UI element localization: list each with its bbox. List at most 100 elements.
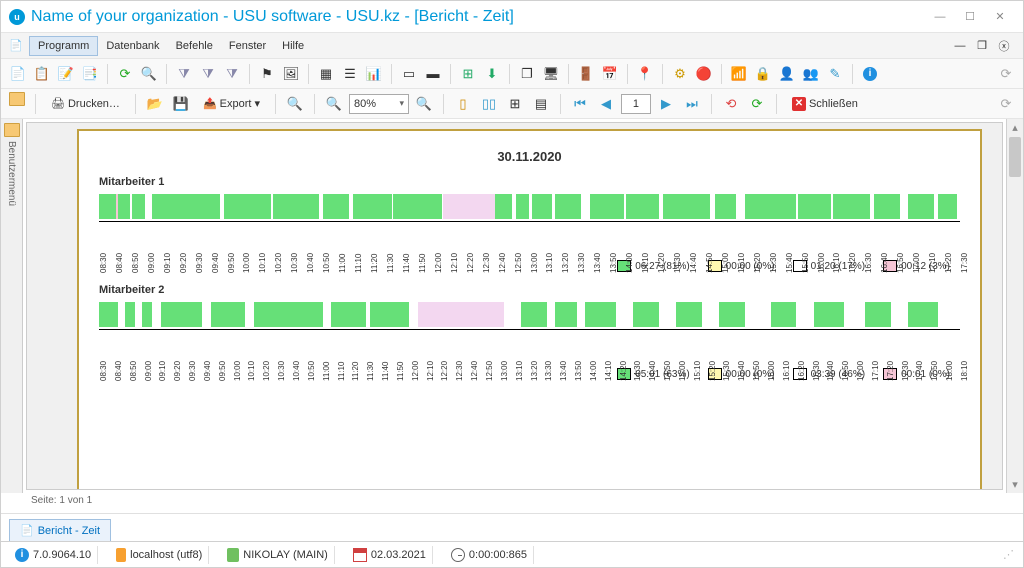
tb-run-icon[interactable]: ▭ (398, 63, 420, 85)
tb-export-icon[interactable]: ⬇ (481, 63, 503, 85)
clock-icon (451, 548, 465, 562)
tb-exit-icon[interactable]: 🚪 (575, 63, 597, 85)
tb-list-icon[interactable]: ☰ (339, 63, 361, 85)
menu-report-icon[interactable]: 📄 (7, 37, 25, 55)
menu-fenster[interactable]: Fenster (221, 37, 274, 55)
segment (626, 194, 659, 219)
mdi-minimize-button[interactable]: — (951, 37, 969, 55)
page-input[interactable]: 1 (621, 94, 651, 114)
segment (590, 194, 624, 219)
open-folder-icon[interactable]: 📂 (144, 93, 166, 115)
tb-search-icon[interactable]: 🔍 (138, 63, 160, 85)
segment (125, 302, 135, 327)
multi-page-icon[interactable]: ⊞ (504, 93, 526, 115)
folder-icon[interactable] (9, 92, 25, 106)
tb-window-icon[interactable]: ❐ (516, 63, 538, 85)
tb-filter2-icon[interactable]: ⧩ (197, 63, 219, 85)
segment (161, 302, 202, 327)
tb-flag-icon[interactable]: ⚑ (256, 63, 278, 85)
close-button[interactable]: ✕ (985, 7, 1015, 27)
tb-pin-icon[interactable]: 📍 (634, 63, 656, 85)
export-label: Export (220, 98, 252, 110)
segment (495, 194, 512, 219)
page-layout-icon[interactable]: ▯ (452, 93, 474, 115)
tb-color-icon[interactable]: 🔴 (693, 63, 715, 85)
menubar: 📄 ProgrammDatenbankBefehleFensterHilfe —… (1, 33, 1023, 59)
zoom-fit-icon[interactable]: 🔍 (284, 93, 306, 115)
vertical-scrollbar[interactable]: ▴ ▾ (1006, 119, 1023, 493)
tb-open-icon[interactable]: 📋 (31, 63, 53, 85)
redo-icon[interactable]: ⟳ (746, 93, 768, 115)
time-axis: 08:3008:4008:5009:0009:1009:2009:3009:40… (99, 332, 960, 362)
segment (393, 194, 441, 219)
tb-user-icon[interactable]: 👤 (776, 63, 798, 85)
tb-wand-icon[interactable]: ✎ (824, 63, 846, 85)
scroll-up-icon[interactable]: ▴ (1007, 119, 1023, 136)
segment (532, 194, 552, 219)
tb-screen-icon[interactable]: 🖥 (540, 63, 562, 85)
tb-detail-icon[interactable]: 📊 (363, 63, 385, 85)
two-page-icon[interactable]: ▯▯ (478, 93, 500, 115)
menu-programm[interactable]: Programm (29, 36, 98, 56)
menu-hilfe[interactable]: Hilfe (274, 37, 312, 55)
employee-label: Mitarbeiter 2 (99, 284, 960, 296)
tb-filter-icon[interactable]: ⧩ (173, 63, 195, 85)
zoom-in-icon[interactable]: 🔍 (323, 93, 345, 115)
prev-page-icon[interactable]: ◀ (595, 93, 617, 115)
print-label: Drucken… (68, 98, 120, 110)
tb2-help-icon[interactable]: ⟳ (995, 93, 1017, 115)
export-button[interactable]: 📤 Export ▾ (196, 94, 267, 113)
tb-new-icon[interactable]: 📄 (7, 63, 29, 85)
tb-refresh-icon[interactable]: ⟳ (114, 63, 136, 85)
titlebar: u Name of your organization - USU softwa… (1, 1, 1023, 33)
tb-help-icon[interactable]: ⟳ (995, 63, 1017, 85)
report-viewport: 30.11.2020 Mitarbeiter 108:3008:4008:500… (26, 122, 1003, 490)
tb-pic-icon[interactable]: 🖼 (280, 63, 302, 85)
segment (555, 302, 577, 327)
app-logo-icon: u (9, 9, 25, 25)
undo-icon[interactable]: ⟲ (720, 93, 742, 115)
status-user: NIKOLAY (MAIN) (221, 546, 335, 564)
tb-grid-icon[interactable]: ▦ (315, 63, 337, 85)
scroll-thumb[interactable] (1009, 137, 1021, 177)
maximize-button[interactable]: ☐ (955, 7, 985, 27)
tb-info-icon[interactable]: i (859, 63, 881, 85)
side-folder-icon (4, 123, 20, 137)
thumb-icon[interactable]: ▤ (530, 93, 552, 115)
tb-gear-icon[interactable]: ⚙ (669, 63, 691, 85)
segment (516, 194, 530, 219)
tb-copy-icon[interactable]: 📑 (79, 63, 101, 85)
print-button[interactable]: 🖨 Drucken… (44, 94, 127, 113)
scroll-down-icon[interactable]: ▾ (1007, 476, 1023, 493)
segment (521, 302, 547, 327)
tb-lock-icon[interactable]: 🔒 (752, 63, 774, 85)
next-page-icon[interactable]: ▶ (655, 93, 677, 115)
tb-calendar-icon[interactable]: 📅 (599, 63, 621, 85)
zoom-out-icon[interactable]: 🔍 (413, 93, 435, 115)
resize-grip[interactable]: ⋰ (1003, 548, 1015, 561)
zoom-combo[interactable]: 80% (349, 94, 409, 114)
tb-filter3-icon[interactable]: ⧩ (221, 63, 243, 85)
minimize-button[interactable]: — (925, 7, 955, 27)
side-panel[interactable]: Benutzermenü (1, 119, 23, 493)
mdi-restore-button[interactable]: ❐ (973, 37, 991, 55)
tb-users-icon[interactable]: 👥 (800, 63, 822, 85)
tb-stop-icon[interactable]: ▬ (422, 63, 444, 85)
tb-excel-icon[interactable]: ⊞ (457, 63, 479, 85)
segment (719, 302, 745, 327)
segment (908, 302, 938, 327)
save-icon[interactable]: 💾 (170, 93, 192, 115)
first-page-icon[interactable]: ⏮ (569, 93, 591, 115)
menu-befehle[interactable]: Befehle (168, 37, 221, 55)
menu-datenbank[interactable]: Datenbank (98, 37, 167, 55)
status-date: 02.03.2021 (347, 546, 433, 564)
window-title: Name of your organization - USU software… (31, 8, 514, 26)
last-page-icon[interactable]: ⏭ (681, 93, 703, 115)
tb-edit-icon[interactable]: 📝 (55, 63, 77, 85)
doc-tab[interactable]: 📄 Bericht - Zeit (9, 519, 111, 541)
close-report-button[interactable]: ✕ Schließen (785, 94, 865, 114)
mdi-close-button[interactable]: ⓧ (995, 37, 1013, 55)
segment (132, 194, 146, 219)
tb-rss-icon[interactable]: 📶 (728, 63, 750, 85)
user-icon (227, 548, 239, 562)
